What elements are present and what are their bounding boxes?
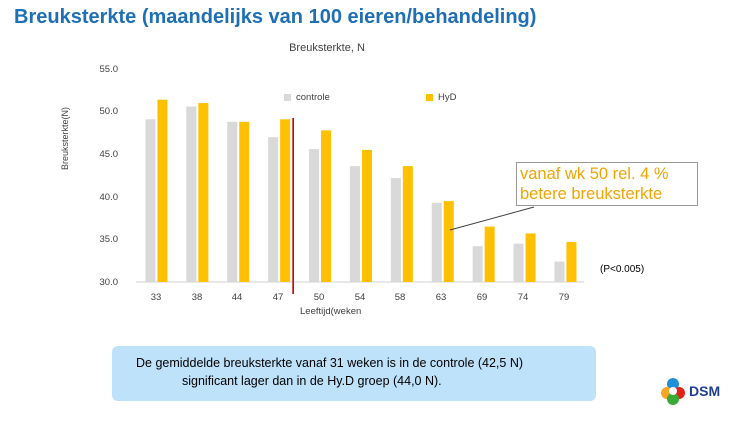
legend-label: controle: [296, 92, 330, 103]
x-tick-label: 63: [435, 292, 447, 303]
info-line: significant lager dan in de Hy.D groep (…: [182, 374, 442, 388]
chart-title: Breuksterkte, N: [289, 42, 365, 54]
x-tick-label: 38: [191, 292, 203, 303]
bar-hyd-38: [198, 103, 209, 282]
bar-controle-47: [268, 137, 279, 282]
callout-box: vanaf wk 50 rel. 4 % betere breuksterkte: [516, 162, 698, 206]
dsm-logo-icon: [661, 378, 685, 405]
legend-label: HyD: [438, 92, 457, 103]
callout-line: betere breuksterkte: [520, 185, 663, 203]
bar-controle-79: [554, 261, 565, 282]
bar-controle-33: [145, 119, 156, 282]
x-tick-label: 79: [558, 292, 570, 303]
x-tick-label: 47: [272, 292, 284, 303]
bar-hyd-74: [525, 233, 536, 282]
callout-pointer: [449, 206, 535, 231]
bars-group: [145, 99, 577, 282]
legend-item-controle: controle: [284, 92, 330, 103]
bar-hyd-33: [157, 99, 168, 282]
bar-hyd-69: [484, 226, 495, 282]
logo-text: DSM: [689, 383, 721, 399]
y-axis-label: Breuksterkte(N): [60, 106, 70, 170]
x-axis-label: Leeftijd(weken: [300, 306, 362, 317]
callout-line: vanaf wk 50 rel. 4 %: [520, 165, 669, 183]
bar-hyd-54: [361, 149, 372, 282]
x-tick-label: 44: [231, 292, 243, 303]
bar-hyd-44: [239, 121, 250, 282]
info-line: De gemiddelde breuksterkte vanaf 31 weke…: [136, 356, 524, 370]
dsm-logo: DSM: [660, 376, 720, 406]
bar-hyd-47: [280, 119, 291, 282]
bar-hyd-63: [443, 201, 454, 282]
y-tick-label: 30.0: [99, 277, 119, 288]
y-tick-label: 55.0: [99, 64, 119, 75]
legend-swatch-controle: [284, 94, 291, 101]
y-tick-label: 45.0: [99, 149, 119, 160]
legend-swatch-hyd: [426, 94, 433, 101]
bar-controle-54: [349, 166, 360, 282]
bar-controle-69: [472, 246, 483, 282]
x-tick-label: 33: [150, 292, 162, 303]
bar-controle-63: [431, 202, 442, 282]
bar-hyd-50: [321, 130, 332, 282]
x-tick-label: 69: [476, 292, 488, 303]
y-tick-label: 40.0: [99, 192, 119, 203]
x-tick-label: 58: [394, 292, 406, 303]
x-tick-label: 50: [313, 292, 325, 303]
x-tick-label: 74: [517, 292, 529, 303]
bar-hyd-58: [402, 166, 413, 282]
bar-controle-50: [309, 149, 320, 282]
info-box: De gemiddelde breuksterkte vanaf 31 weke…: [112, 346, 596, 401]
x-tick-label: 54: [354, 292, 366, 303]
y-tick-label: 35.0: [99, 234, 119, 245]
bar-controle-58: [390, 178, 401, 282]
p-value-note: (P<0.005): [600, 264, 645, 275]
bar-controle-38: [186, 106, 197, 282]
legend-item-hyd: HyD: [426, 92, 456, 103]
bar-controle-74: [513, 243, 524, 282]
bar-controle-44: [227, 121, 238, 282]
slide-title: Breuksterkte (maandelijks van 100 eieren…: [14, 6, 537, 28]
y-tick-label: 50.0: [99, 106, 119, 117]
bar-hyd-79: [566, 241, 577, 282]
